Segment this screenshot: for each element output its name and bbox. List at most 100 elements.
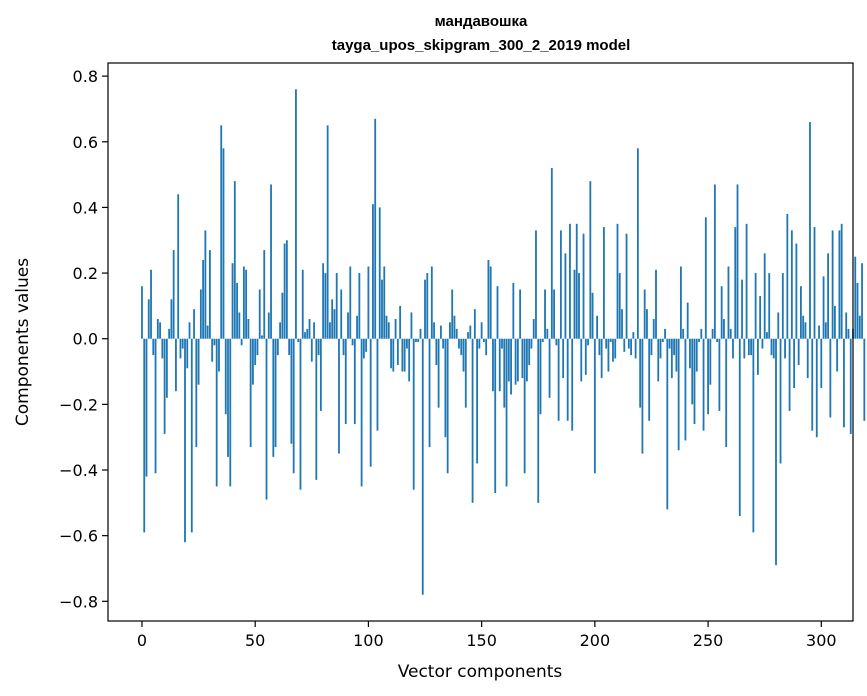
bar — [238, 312, 241, 339]
bar — [584, 338, 587, 375]
bar — [854, 256, 857, 339]
bar — [809, 122, 811, 339]
bar — [482, 338, 485, 342]
bar — [487, 259, 490, 339]
bar — [510, 338, 512, 395]
bar — [849, 338, 852, 434]
bar — [261, 335, 263, 339]
bar — [827, 253, 829, 339]
bar — [797, 338, 800, 365]
bar — [680, 266, 682, 339]
bar — [786, 213, 789, 339]
bar — [847, 328, 850, 339]
bar — [546, 328, 549, 339]
bar — [401, 338, 404, 372]
bar — [376, 338, 379, 431]
y-tick-label: 0.0 — [73, 330, 98, 349]
bar — [652, 319, 655, 339]
bar — [716, 338, 719, 342]
bar — [790, 230, 793, 339]
bar — [297, 338, 300, 342]
bar — [428, 338, 431, 448]
bar — [408, 338, 411, 382]
bar — [181, 338, 184, 349]
bar — [516, 338, 519, 382]
bar — [145, 338, 148, 477]
bar — [829, 338, 832, 418]
bar — [349, 266, 352, 339]
bar — [378, 207, 381, 339]
bar — [476, 338, 479, 464]
bar — [550, 168, 553, 339]
x-tick-label: 100 — [353, 631, 384, 650]
bar — [752, 338, 755, 533]
bar — [224, 338, 227, 415]
bar — [267, 312, 270, 339]
bar — [627, 338, 630, 349]
bar — [566, 338, 569, 421]
bar — [392, 338, 395, 372]
bar — [229, 338, 232, 487]
bar — [211, 338, 214, 362]
bar — [258, 289, 261, 339]
bar — [861, 263, 863, 339]
bar — [564, 253, 567, 339]
bar — [528, 338, 531, 365]
bar — [279, 322, 281, 339]
x-axis-label: Vector components — [398, 662, 563, 682]
bar — [634, 338, 637, 359]
bar — [369, 338, 372, 467]
bar — [213, 338, 216, 346]
bar — [274, 338, 277, 448]
bar — [836, 338, 839, 372]
bar — [492, 338, 494, 392]
bar — [784, 338, 786, 359]
bar — [858, 315, 861, 339]
bar — [555, 338, 558, 346]
bar — [390, 338, 392, 369]
bar — [707, 338, 709, 415]
bar — [845, 312, 848, 339]
bar — [745, 223, 748, 339]
bar — [227, 338, 229, 457]
bar — [668, 338, 671, 349]
bar — [193, 309, 195, 339]
bar — [725, 338, 728, 448]
bar — [677, 338, 680, 451]
bar — [675, 338, 678, 372]
bar — [433, 322, 435, 339]
bar — [331, 299, 334, 339]
bar — [573, 269, 576, 339]
bar — [537, 338, 540, 503]
bar — [256, 338, 259, 356]
bar — [460, 338, 463, 356]
bar — [288, 338, 291, 356]
chart-title: мандавошка — [435, 13, 528, 30]
bar — [242, 266, 245, 339]
bar — [614, 338, 617, 359]
bar — [165, 338, 168, 398]
bar — [775, 338, 777, 566]
bar — [650, 338, 653, 356]
bar — [544, 289, 546, 339]
bar — [419, 328, 422, 339]
bar — [682, 328, 685, 339]
bar — [856, 282, 859, 339]
bar — [317, 338, 320, 356]
bar — [759, 296, 762, 339]
bar — [754, 273, 757, 339]
bar — [562, 338, 565, 379]
bar — [306, 328, 309, 339]
bar — [702, 338, 705, 431]
bar — [605, 338, 608, 349]
bar — [519, 289, 522, 339]
bar — [539, 338, 542, 415]
bar — [322, 263, 325, 339]
bar — [580, 338, 583, 382]
bar — [802, 315, 805, 339]
bar — [768, 273, 771, 339]
bar — [175, 338, 177, 392]
bar — [729, 328, 732, 339]
bar — [793, 338, 796, 388]
bar — [822, 276, 825, 339]
